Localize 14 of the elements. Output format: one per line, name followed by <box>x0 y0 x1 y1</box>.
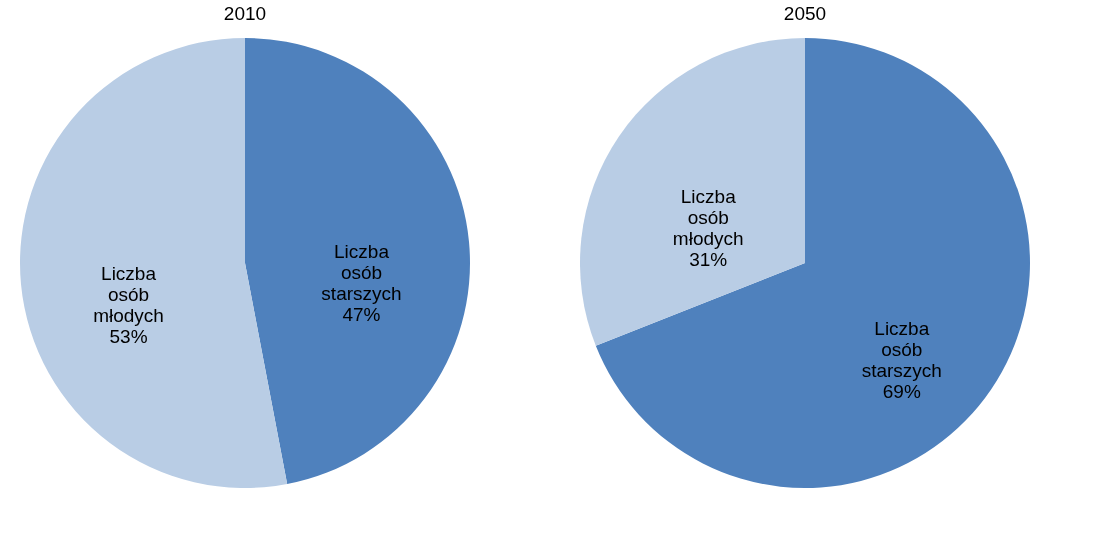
data-label: 53% <box>109 326 148 348</box>
pie-slice <box>245 38 470 485</box>
data-label: 69% <box>882 380 921 402</box>
data-label: 31% <box>689 249 728 271</box>
pie-slice <box>595 38 1030 488</box>
pie-slice <box>580 38 805 346</box>
slice-label: Liczba osób starszych <box>861 317 942 381</box>
chart-title: 2050 <box>783 3 827 24</box>
pie-slice <box>20 38 288 488</box>
data-label: 47% <box>342 303 381 325</box>
chart-title: 2010 <box>223 3 267 24</box>
slice-label: Liczba osób młodych <box>93 263 164 327</box>
slice-label: Liczba osób młodych <box>672 186 744 250</box>
slice-label: Liczba osób starszych <box>321 240 402 304</box>
